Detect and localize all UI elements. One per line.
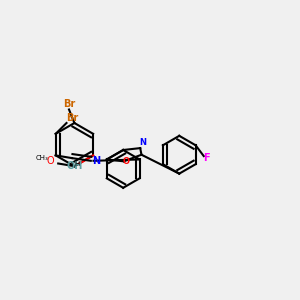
Text: N: N xyxy=(140,138,146,147)
Text: N: N xyxy=(92,156,100,166)
Text: Br: Br xyxy=(63,99,75,109)
Text: O: O xyxy=(46,156,54,166)
Text: F: F xyxy=(203,154,210,164)
Text: O: O xyxy=(123,157,130,166)
Text: CH₃: CH₃ xyxy=(36,155,48,161)
Text: Br: Br xyxy=(66,112,78,123)
Text: OH: OH xyxy=(66,161,82,171)
Text: H: H xyxy=(75,161,80,167)
